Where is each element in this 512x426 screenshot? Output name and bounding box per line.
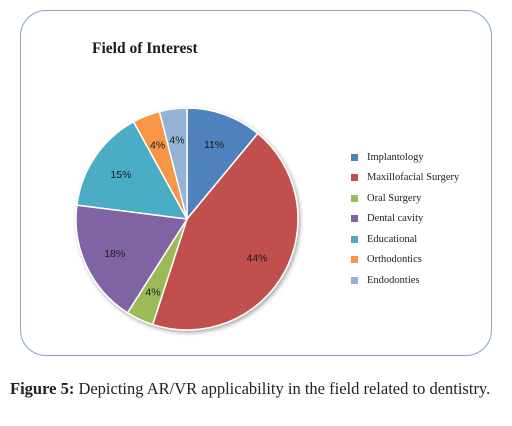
- legend-label: Educational: [367, 233, 418, 245]
- pie-slice-endodonties: [158, 107, 188, 220]
- slice-label-orthodontics: 4%: [150, 140, 165, 152]
- pie-slice-dental-cavity: [75, 204, 189, 314]
- caption-label: Figure 5:: [10, 379, 75, 398]
- chart-legend: Implantology Maxillofacial Surgery Oral Su…: [351, 147, 496, 291]
- legend-label: Dental cavity: [367, 213, 424, 225]
- caption-text: Depicting AR/VR applicability in the fie…: [74, 379, 491, 398]
- slice-label-implantology: 11%: [204, 139, 224, 151]
- pie-slice-labels: 11% 44% 4% 18% 15% 4% 4%: [104, 135, 267, 299]
- legend-label: Orthodontics: [367, 254, 422, 266]
- legend-item-maxillofacial-surgery: Maxillofacial Surgery: [351, 168, 496, 189]
- legend-swatch: [351, 194, 358, 202]
- pie-slice-educational: [76, 120, 189, 220]
- slice-label-dental-cavity: 18%: [104, 248, 125, 260]
- pie-slices: [75, 107, 299, 331]
- slice-label-endodonties: 4%: [169, 135, 184, 147]
- legend-swatch: [351, 153, 358, 161]
- legend-swatch: [351, 256, 358, 264]
- legend-swatch: [351, 174, 358, 182]
- figure-caption: Figure 5: Depicting AR/VR applicability …: [10, 378, 506, 399]
- slice-label-oral-surgery: 4%: [145, 286, 160, 298]
- legend-item-endodonties: Endodonties: [351, 270, 496, 291]
- legend-item-educational: Educational: [351, 229, 496, 250]
- legend-label: Maxillofacial Surgery: [367, 172, 460, 184]
- legend-item-implantology: Implantology: [351, 147, 496, 168]
- legend-swatch: [351, 235, 358, 243]
- legend-item-dental-cavity: Dental cavity: [351, 209, 496, 230]
- legend-swatch: [351, 276, 358, 284]
- pie-slice-maxillofacial-surgery: [151, 132, 299, 331]
- legend-label: Endodonties: [367, 274, 420, 286]
- legend-label: Implantology: [367, 151, 424, 163]
- chart-title: Field of Interest: [92, 40, 198, 57]
- legend-label: Oral Surgery: [367, 192, 422, 204]
- legend-swatch: [351, 215, 358, 223]
- pie-slice-implantology: [186, 107, 259, 222]
- slice-label-educational: 15%: [110, 169, 131, 181]
- slice-label-maxillofacial-surgery: 44%: [246, 253, 267, 265]
- legend-item-oral-surgery: Oral Surgery: [351, 188, 496, 209]
- legend-item-orthodontics: Orthodontics: [351, 250, 496, 271]
